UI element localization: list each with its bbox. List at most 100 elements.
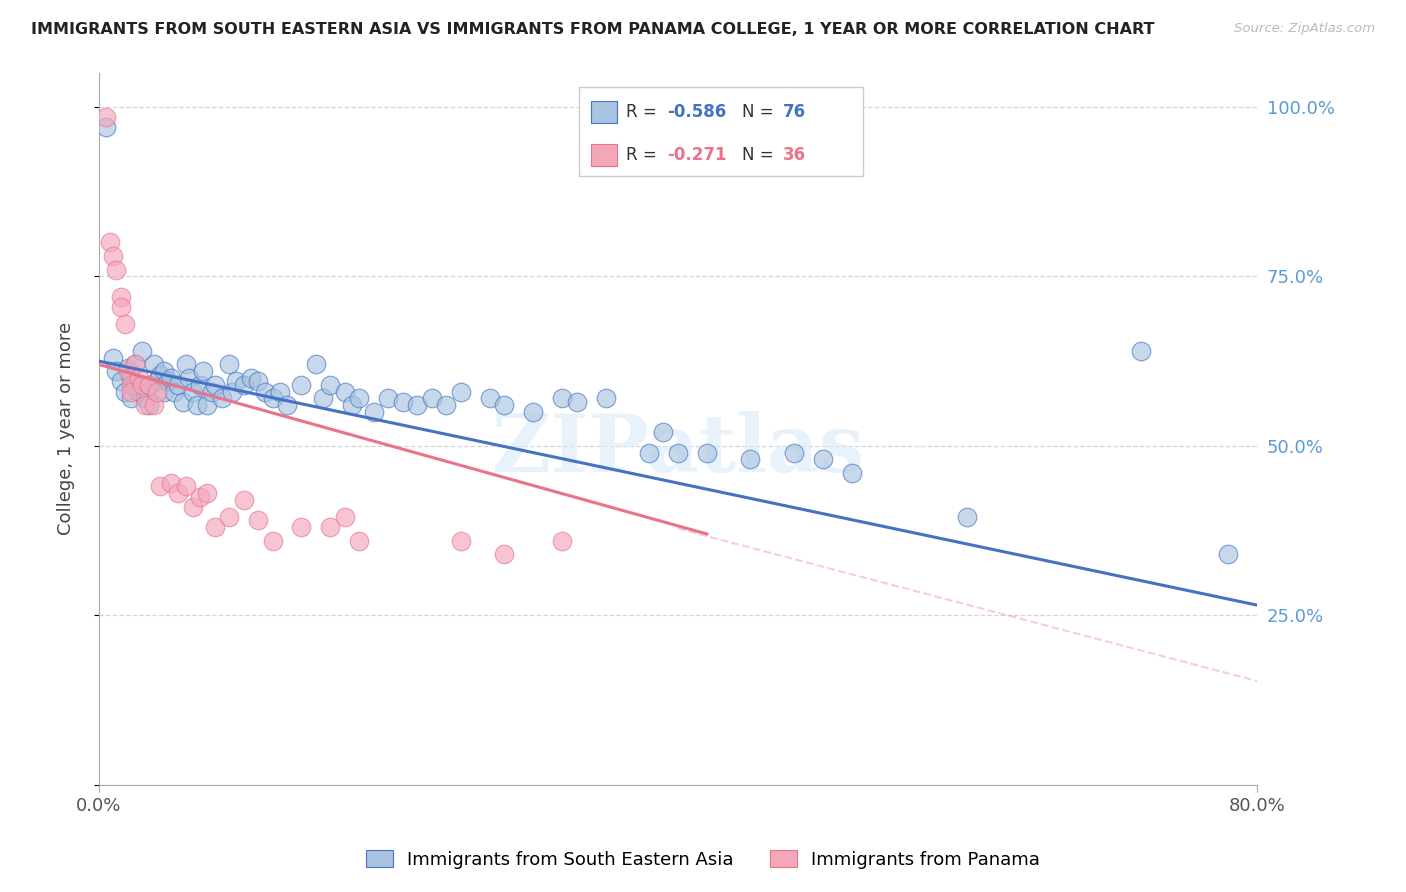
Point (811, 452, 834, 467)
Y-axis label: College, 1 year or more: College, 1 year or more (58, 322, 75, 535)
Point (100, 235, 122, 250)
Point (142, 358, 165, 372)
Point (218, 510, 240, 524)
Point (204, 377, 226, 392)
Point (551, 392, 574, 406)
Point (149, 368, 172, 382)
Point (163, 384, 186, 399)
Point (254, 384, 277, 399)
Text: N =: N = (741, 145, 779, 164)
Point (110, 375, 132, 389)
Text: -0.271: -0.271 (668, 145, 727, 164)
Point (638, 445, 661, 459)
Point (1216, 547, 1239, 561)
Point (145, 384, 167, 399)
Point (138, 377, 160, 392)
Point (124, 358, 146, 372)
Point (120, 371, 142, 385)
Point (204, 520, 226, 534)
Point (333, 510, 356, 524)
Point (124, 377, 146, 392)
Point (153, 384, 176, 399)
Point (138, 398, 160, 412)
Point (551, 533, 574, 548)
Text: -0.586: -0.586 (668, 103, 727, 121)
Point (131, 377, 153, 392)
Point (434, 398, 457, 412)
Point (138, 377, 160, 392)
Point (1130, 343, 1153, 358)
Point (221, 384, 243, 399)
Point (478, 392, 501, 406)
Text: ZIPatlas: ZIPatlas (492, 411, 865, 489)
Point (181, 500, 204, 514)
Point (105, 364, 128, 378)
Legend: Immigrants from South Eastern Asia, Immigrants from Panama: Immigrants from South Eastern Asia, Immi… (359, 843, 1047, 876)
Point (142, 398, 165, 412)
Point (211, 392, 233, 406)
Point (247, 375, 270, 389)
Point (103, 351, 125, 365)
Point (120, 392, 142, 406)
Text: 36: 36 (783, 145, 807, 164)
Point (110, 300, 132, 314)
Point (160, 476, 183, 491)
Point (181, 384, 204, 399)
Point (349, 392, 371, 406)
Point (269, 384, 291, 399)
Point (232, 377, 254, 392)
Point (276, 398, 298, 412)
Point (114, 384, 136, 399)
Point (740, 452, 762, 467)
Point (450, 384, 472, 399)
Point (128, 371, 150, 385)
Point (666, 445, 689, 459)
Point (595, 392, 617, 406)
Point (191, 364, 214, 378)
Point (120, 377, 142, 392)
FancyBboxPatch shape (591, 102, 616, 123)
Point (160, 371, 183, 385)
Text: IMMIGRANTS FROM SOUTH EASTERN ASIA VS IMMIGRANTS FROM PANAMA COLLEGE, 1 YEAR OR : IMMIGRANTS FROM SOUTH EASTERN ASIA VS IM… (31, 22, 1154, 37)
Point (134, 392, 156, 406)
Point (652, 425, 675, 440)
Point (450, 533, 472, 548)
Point (174, 358, 197, 372)
Point (103, 249, 125, 263)
Point (956, 510, 979, 524)
Point (157, 375, 180, 389)
Point (114, 317, 136, 331)
Point (290, 520, 312, 534)
Point (195, 398, 218, 412)
Point (131, 343, 153, 358)
Point (262, 392, 284, 406)
Point (239, 371, 262, 385)
Point (290, 377, 312, 392)
Text: N =: N = (741, 103, 779, 121)
Point (340, 398, 363, 412)
Text: R =: R = (626, 103, 662, 121)
Point (319, 377, 342, 392)
Point (117, 364, 139, 378)
FancyBboxPatch shape (591, 145, 616, 166)
Point (522, 405, 544, 419)
Point (363, 405, 385, 419)
Point (232, 493, 254, 508)
Point (420, 392, 443, 406)
Point (195, 486, 218, 500)
Text: Source: ZipAtlas.com: Source: ZipAtlas.com (1234, 22, 1375, 36)
Point (377, 392, 399, 406)
Text: R =: R = (626, 145, 662, 164)
Point (262, 533, 284, 548)
Point (406, 398, 429, 412)
Point (94, 110, 117, 124)
Point (149, 479, 172, 493)
Point (188, 377, 211, 392)
Point (225, 375, 247, 389)
Point (319, 520, 342, 534)
Point (392, 394, 415, 409)
Point (105, 262, 128, 277)
Point (783, 445, 806, 459)
Point (174, 479, 197, 493)
Point (172, 394, 194, 409)
